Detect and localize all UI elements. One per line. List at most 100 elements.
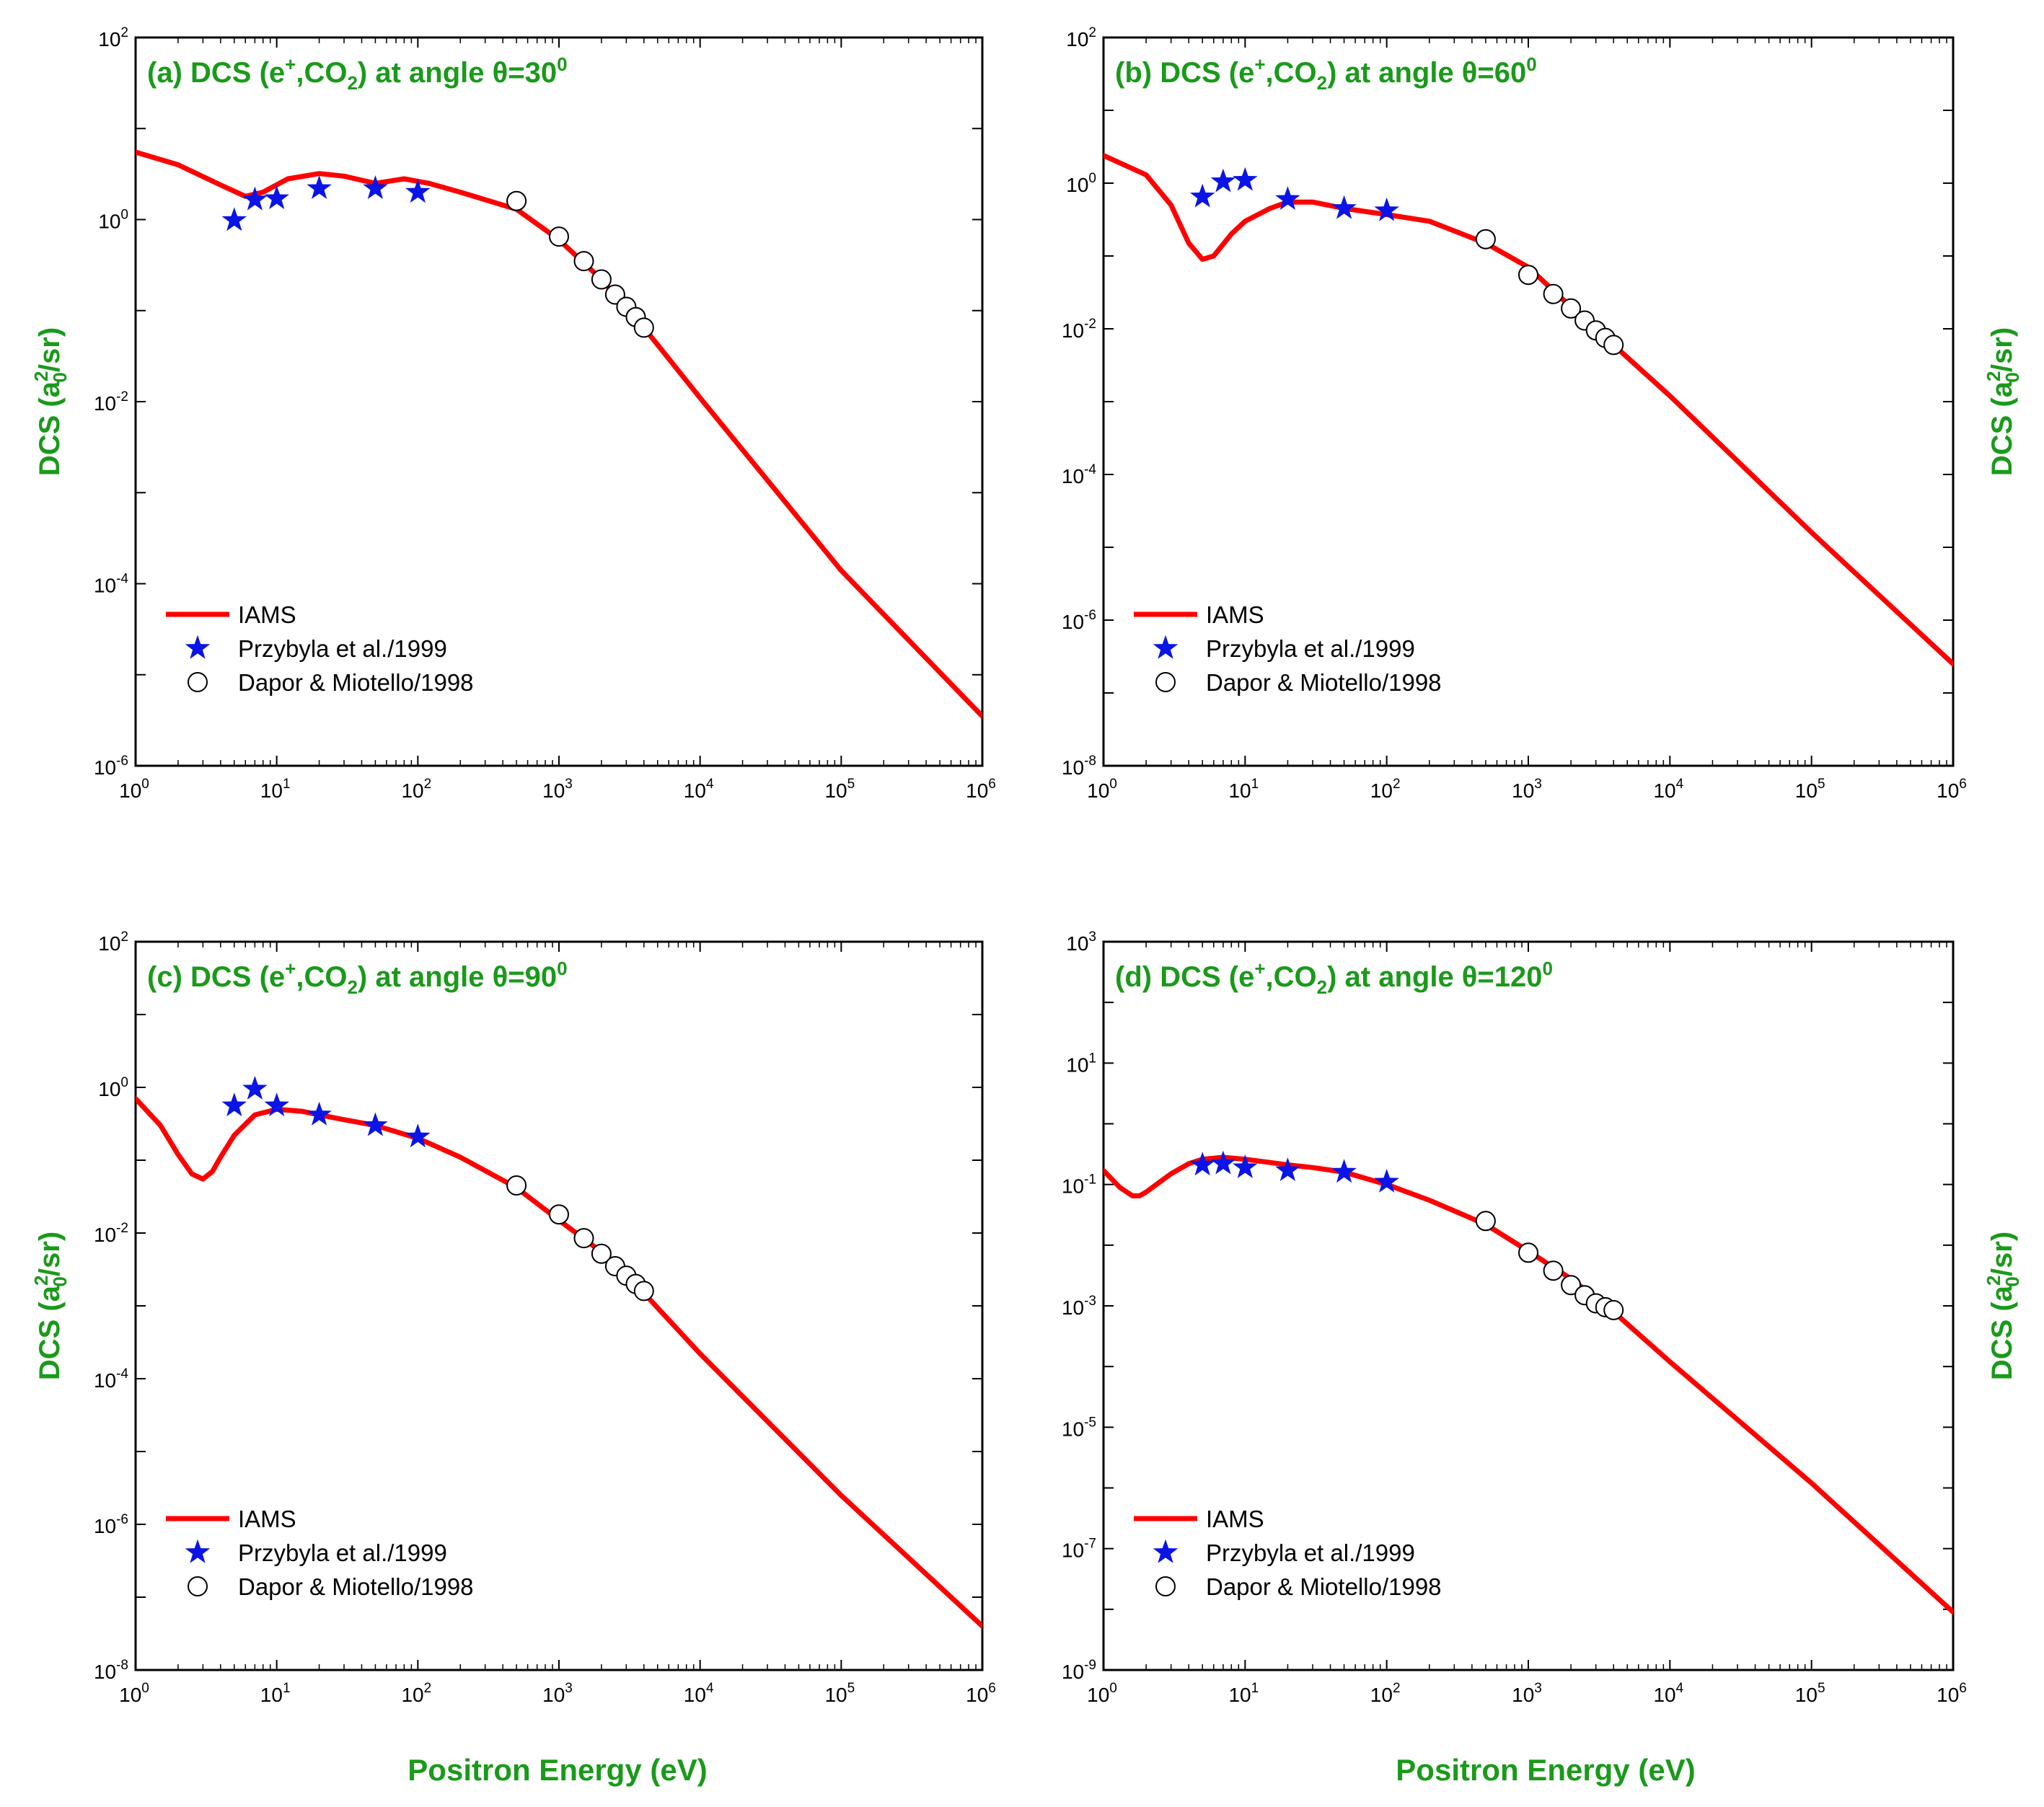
- title-charge-sup: +: [1254, 53, 1265, 75]
- x-tick-label: 102: [401, 777, 431, 802]
- plot-area: [136, 1076, 982, 1629]
- legend-label: Przybyla et al./1999: [1206, 1539, 1415, 1566]
- x-tick-label: 103: [542, 1681, 573, 1706]
- x-tick-exponent: 3: [1534, 777, 1542, 792]
- y-tick-label: 103: [1066, 929, 1096, 955]
- y-tick-exponent: -2: [1084, 317, 1096, 332]
- point-przybyla: [1189, 1152, 1215, 1176]
- x-tick-label: 102: [401, 1681, 431, 1706]
- title-angle: ) at angle θ=30: [358, 57, 557, 89]
- y-tick-base: 10: [1062, 465, 1084, 487]
- x-tick-label: 100: [1087, 1681, 1117, 1706]
- y-axis-label: DCS (a20/sr): [1983, 327, 2023, 476]
- x-tick-base: 10: [260, 779, 283, 802]
- y-tick-base: 10: [94, 392, 116, 415]
- y-tick-base: 10: [94, 575, 116, 597]
- panel-title: (b) DCS (e+,CO2) at angle θ=600: [1115, 53, 1537, 94]
- y-tick-base: 10: [94, 1661, 116, 1683]
- point-przybyla: [307, 175, 332, 199]
- x-tick-exponent: 4: [706, 1681, 714, 1696]
- title-prefix: (d) DCS (e: [1115, 961, 1254, 993]
- y-tick-label: 10-7: [1062, 1537, 1096, 1562]
- x-tick-label: 101: [260, 1681, 291, 1706]
- x-tick-label: 102: [1370, 1681, 1401, 1706]
- legend-swatch-star: [1153, 635, 1179, 659]
- x-tick-label: 101: [1228, 1681, 1259, 1706]
- x-tick-exponent: 0: [1109, 1681, 1117, 1696]
- y-tick-label: 10-6: [1062, 608, 1096, 633]
- panel-title: (c) DCS (e+,CO2) at angle θ=900: [147, 958, 568, 998]
- x-tick-base: 10: [1370, 779, 1393, 802]
- title-prefix: (a) DCS (e: [147, 57, 285, 89]
- y-tick-exponent: -6: [1084, 608, 1096, 623]
- y-tick-base: 10: [98, 28, 120, 50]
- y-tick-base: 10: [1062, 1296, 1084, 1319]
- x-tick-exponent: 3: [565, 777, 573, 792]
- title-degree-sup: 0: [1526, 53, 1536, 75]
- x-tick-label: 105: [824, 1681, 855, 1706]
- x-tick-label: 106: [966, 777, 996, 802]
- x-tick-label: 103: [1512, 777, 1542, 802]
- y-tick-label: 102: [1066, 25, 1096, 50]
- y-tick-label: 10-3: [1062, 1294, 1096, 1319]
- x-tick-label: 105: [1795, 1681, 1825, 1706]
- plot-area: [136, 149, 982, 719]
- y-tick-label: 10-2: [1062, 317, 1096, 342]
- title-charge-sup: +: [285, 53, 296, 75]
- point-dapor: [1561, 1275, 1582, 1296]
- x-tick-base: 10: [966, 1684, 988, 1706]
- y-tick-exponent: -6: [116, 754, 128, 769]
- y-tick-base: 10: [98, 1078, 120, 1100]
- y-tick-base: 10: [1062, 1539, 1084, 1562]
- point-dapor: [1518, 1242, 1538, 1263]
- x-tick-exponent: 1: [1251, 777, 1259, 792]
- panel-b: 100 101 102 103 104 105 10610-810-610-410-2100…: [1062, 25, 2023, 802]
- y-tick-base: 10: [1062, 319, 1084, 342]
- point-przybyla: [1275, 1157, 1300, 1181]
- y-label-sub: 0: [49, 372, 71, 382]
- point-przybyla: [221, 207, 247, 231]
- y-tick-label: 10-4: [94, 572, 128, 597]
- point-dapor: [633, 1281, 654, 1302]
- y-tick-exponent: 2: [120, 25, 128, 40]
- legend: IAMS Przybyla et al./1999 Dapor & Miotello…: [1134, 601, 1442, 696]
- y-tick-base: 10: [1062, 1418, 1084, 1440]
- x-tick-label: 106: [1937, 1681, 1967, 1706]
- legend-swatch-circle: [1155, 1576, 1176, 1596]
- x-tick-base: 10: [1087, 779, 1109, 802]
- point-dapor: [633, 317, 654, 338]
- point-dapor: [1475, 229, 1496, 249]
- y-label-sup: 2: [1983, 371, 2004, 381]
- y-tick-label: 10-4: [94, 1366, 128, 1392]
- y-tick-label: 102: [98, 25, 128, 50]
- y-tick-label: 102: [98, 929, 128, 955]
- x-tick-label: 101: [1228, 777, 1259, 802]
- y-label-sup: 2: [30, 1276, 52, 1286]
- y-tick-exponent: -6: [116, 1512, 128, 1527]
- y-tick-exponent: -9: [1084, 1658, 1096, 1673]
- y-tick-label: 10-2: [94, 389, 128, 415]
- point-przybyla: [221, 1092, 247, 1117]
- y-tick-exponent: -2: [116, 389, 128, 405]
- y-tick-exponent: -5: [1084, 1415, 1096, 1430]
- y-tick-exponent: 0: [1088, 171, 1096, 186]
- legend-label: IAMS: [1206, 1506, 1264, 1532]
- x-tick-base: 10: [1937, 1684, 1959, 1706]
- point-dapor: [591, 1243, 612, 1264]
- point-przybyla: [1331, 195, 1357, 219]
- x-tick-exponent: 4: [706, 777, 714, 792]
- title-charge-sup: +: [285, 958, 296, 979]
- title-molecule: ,CO: [1266, 57, 1317, 89]
- y-label-suffix: /sr): [1986, 327, 2018, 372]
- x-tick-base: 10: [119, 1684, 141, 1706]
- x-tick-label: 101: [260, 777, 291, 802]
- y-tick-base: 10: [1062, 756, 1084, 779]
- point-dapor: [1603, 1299, 1624, 1320]
- y-tick-label: 10-6: [94, 1512, 128, 1537]
- point-dapor: [1603, 335, 1624, 355]
- y-label-sub: 0: [49, 1276, 71, 1286]
- title-molecule: ,CO: [296, 961, 347, 993]
- y-label-suffix: /sr): [34, 327, 66, 372]
- x-tick-label: 103: [1512, 1681, 1542, 1706]
